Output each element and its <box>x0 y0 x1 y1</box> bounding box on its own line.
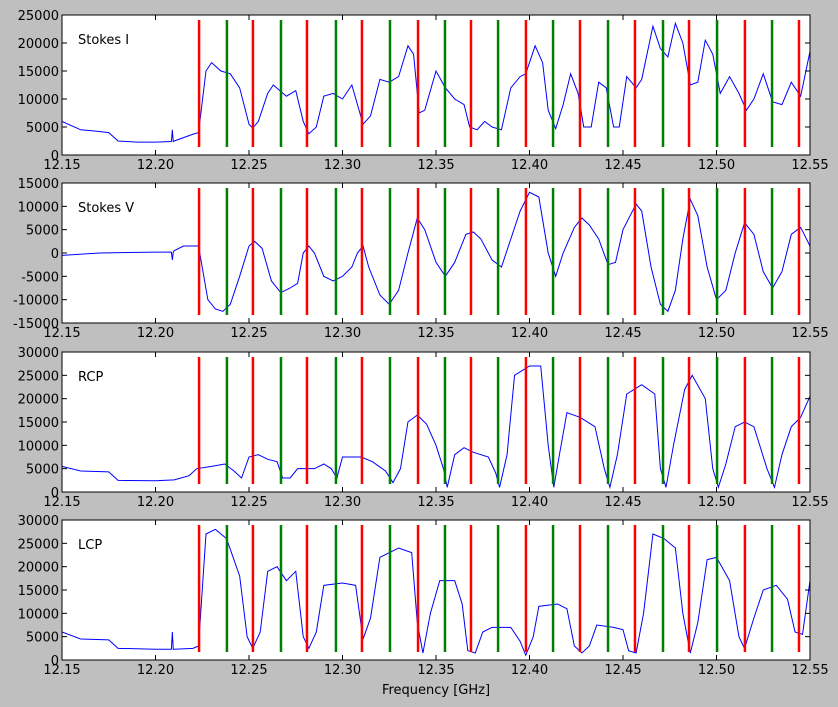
x-tick-label: 12.50 <box>698 326 735 341</box>
panel-label: RCP <box>78 370 103 385</box>
y-tick-label: 15000 <box>18 65 59 80</box>
plot-area <box>62 15 810 155</box>
x-tick-label: 12.40 <box>511 326 548 341</box>
x-tick-label: 12.55 <box>791 158 828 173</box>
x-tick-label: 12.15 <box>43 495 80 510</box>
y-tick-label: 0 <box>51 654 59 669</box>
y-tick-label: 25000 <box>18 369 59 384</box>
y-tick-label: 15000 <box>18 584 59 599</box>
plot-group <box>62 20 810 147</box>
x-tick-label: 12.25 <box>230 326 267 341</box>
signal-line <box>62 21 810 143</box>
x-tick-label: 12.30 <box>324 663 361 678</box>
y-tick-label: 20000 <box>18 37 59 52</box>
y-tick-label: 0 <box>51 247 59 262</box>
x-tick-label: 12.55 <box>791 326 828 341</box>
y-tick-label: 20000 <box>18 561 59 576</box>
x-tick-label: 12.25 <box>230 663 267 678</box>
plot-group <box>62 357 810 490</box>
x-tick-label: 12.20 <box>137 663 174 678</box>
x-tick-label: 12.15 <box>43 326 80 341</box>
x-tick-label: 12.55 <box>791 663 828 678</box>
y-tick-label: 25000 <box>18 537 59 552</box>
y-tick-label: 30000 <box>18 514 59 529</box>
y-tick-label: 20000 <box>18 393 59 408</box>
x-tick-label: 12.30 <box>324 495 361 510</box>
x-tick-label: 12.50 <box>698 495 735 510</box>
y-tick-label: 10000 <box>18 93 59 108</box>
x-tick-label: 12.40 <box>511 495 548 510</box>
y-tick-label: 0 <box>51 486 59 501</box>
plot-group <box>62 525 810 657</box>
y-tick-label: 30000 <box>18 346 59 361</box>
x-tick-label: 12.45 <box>604 495 641 510</box>
x-tick-label: 12.45 <box>604 326 641 341</box>
plot-group <box>62 188 810 315</box>
y-tick-label: 10000 <box>18 607 59 622</box>
x-tick-label: 12.35 <box>417 495 454 510</box>
y-tick-label: -5000 <box>21 270 59 285</box>
x-tick-label: 12.35 <box>417 158 454 173</box>
x-tick-label: 12.30 <box>324 326 361 341</box>
panel-label: Stokes V <box>78 201 134 216</box>
y-tick-label: -10000 <box>13 294 59 309</box>
y-tick-label: 5000 <box>26 121 59 136</box>
y-tick-label: 15000 <box>18 416 59 431</box>
panel-label: LCP <box>78 538 102 553</box>
y-tick-label: 5000 <box>26 463 59 478</box>
x-tick-label: 12.20 <box>137 326 174 341</box>
y-tick-label: 15000 <box>18 177 59 192</box>
signal-line <box>62 528 810 657</box>
y-tick-label: 5000 <box>26 224 59 239</box>
x-tick-label: 12.25 <box>230 495 267 510</box>
y-tick-label: 0 <box>51 149 59 164</box>
x-tick-label: 12.15 <box>43 663 80 678</box>
y-tick-label: 25000 <box>18 9 59 24</box>
plot-area <box>62 352 810 492</box>
x-tick-label: 12.55 <box>791 495 828 510</box>
x-tick-label: 12.40 <box>511 158 548 173</box>
x-tick-label: 12.20 <box>137 495 174 510</box>
y-tick-label: 5000 <box>26 631 59 646</box>
x-tick-label: 12.15 <box>43 158 80 173</box>
x-tick-label: 12.20 <box>137 158 174 173</box>
x-tick-label: 12.30 <box>324 158 361 173</box>
x-tick-label: 12.50 <box>698 663 735 678</box>
x-tick-label: 12.35 <box>417 663 454 678</box>
plot-area <box>62 183 810 323</box>
y-tick-label: -15000 <box>13 317 59 332</box>
x-tick-label: 12.45 <box>604 158 641 173</box>
plot-area <box>62 520 810 660</box>
y-tick-label: 10000 <box>18 439 59 454</box>
x-tick-label: 12.40 <box>511 663 548 678</box>
x-tick-label: 12.45 <box>604 663 641 678</box>
x-tick-label: 12.25 <box>230 158 267 173</box>
x-tick-label: 12.50 <box>698 158 735 173</box>
y-tick-label: 10000 <box>18 200 59 215</box>
panel-label: Stokes I <box>78 33 129 48</box>
x-tick-label: 12.35 <box>417 326 454 341</box>
x-axis-label: Frequency [GHz] <box>382 683 490 698</box>
